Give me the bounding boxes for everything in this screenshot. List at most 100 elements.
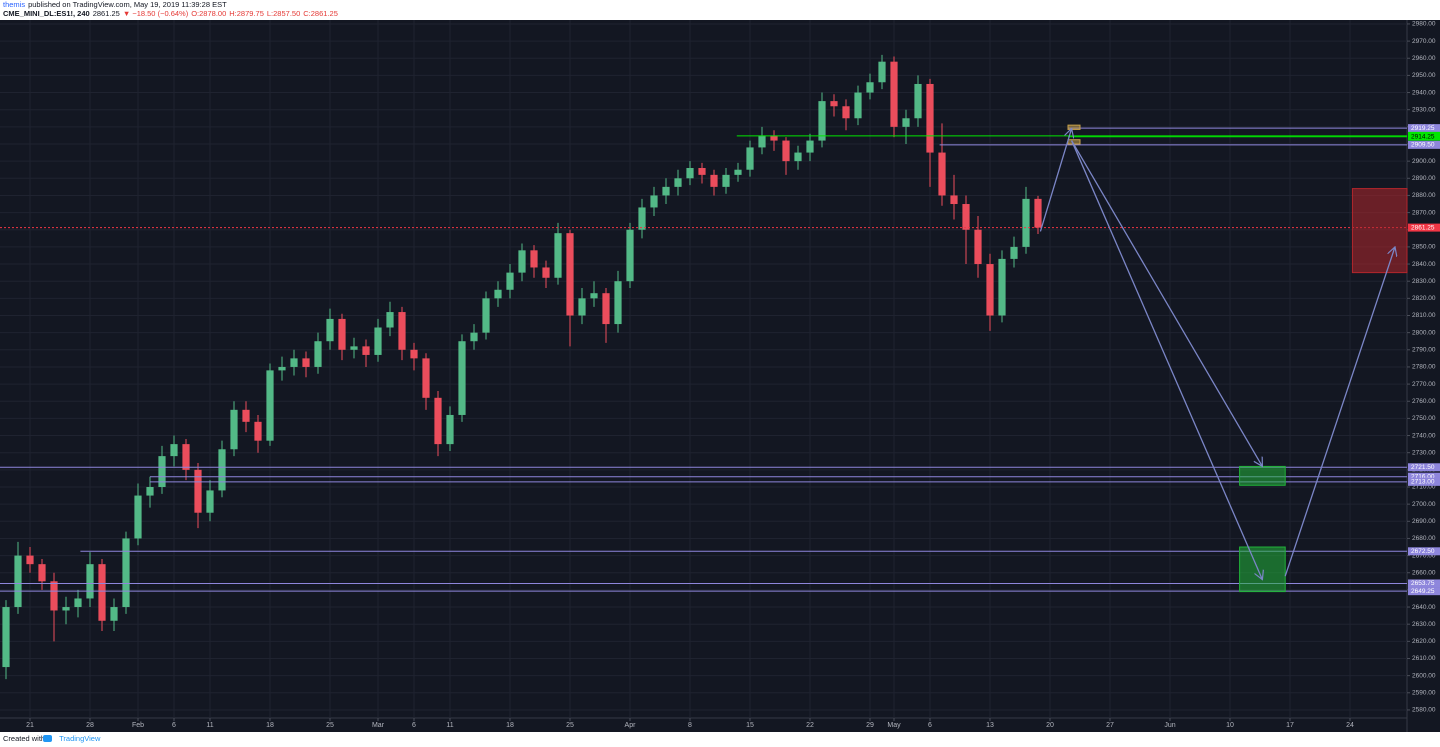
y-tick-label: 2810.00 xyxy=(1412,312,1436,319)
candle-body xyxy=(950,195,958,205)
candle-body xyxy=(710,174,718,187)
candle-body xyxy=(842,106,850,119)
x-tick-label: 6 xyxy=(928,722,932,729)
ohlc-high: H:2879.75 xyxy=(229,9,264,18)
candle-body xyxy=(854,92,862,119)
y-tick-label: 2930.00 xyxy=(1412,106,1436,113)
target-box xyxy=(1351,188,1408,274)
candle-body xyxy=(182,444,190,470)
brand-logo xyxy=(43,735,52,742)
candle-body xyxy=(434,397,442,445)
candle-body xyxy=(398,312,406,350)
y-tick-label: 2790.00 xyxy=(1412,347,1436,354)
y-tick-label: 2800.00 xyxy=(1412,329,1436,336)
y-tick-label: 2870.00 xyxy=(1412,209,1436,216)
x-tick-label: 22 xyxy=(806,722,814,729)
candle-body xyxy=(734,169,742,175)
candle-body xyxy=(242,409,250,422)
candle-body xyxy=(482,298,490,333)
candle-body xyxy=(254,421,262,441)
footer: Created with TradingView xyxy=(3,734,101,743)
y-tick-label: 2580.00 xyxy=(1412,707,1436,714)
price-label-bg xyxy=(1408,472,1440,481)
candle-body xyxy=(794,152,802,162)
candle-body xyxy=(530,250,538,268)
candle-body xyxy=(902,118,910,127)
candle-body xyxy=(698,168,706,175)
x-tick-label: May xyxy=(887,722,901,729)
price-label-bg xyxy=(1408,140,1440,149)
x-tick-label: 21 xyxy=(26,722,34,729)
price-label-bg xyxy=(1408,463,1440,472)
projection-arrow xyxy=(1071,140,1263,467)
y-tick-label: 2590.00 xyxy=(1412,690,1436,697)
x-tick-label: 11 xyxy=(206,722,213,729)
y-tick-label: 2890.00 xyxy=(1412,175,1436,182)
candle-body xyxy=(1010,246,1018,259)
candle-body xyxy=(506,272,514,290)
x-tick-label: 28 xyxy=(86,722,94,729)
target-box xyxy=(1239,546,1286,593)
price-label-bg xyxy=(1408,579,1440,588)
target-box xyxy=(1239,465,1286,486)
candle-body xyxy=(290,358,298,367)
candle-body xyxy=(446,414,454,445)
last-price: 2861.25 xyxy=(93,9,120,18)
axes: 2580.00 2590.00 2600.00 2610.00 2620.00 2630.… xyxy=(26,21,1440,729)
candle-body xyxy=(326,318,334,342)
candle-body xyxy=(890,61,898,127)
candle-body xyxy=(458,341,466,415)
price-label: 2713.00 xyxy=(1411,479,1435,486)
candle-body xyxy=(782,140,790,162)
candle-body xyxy=(230,409,238,450)
candle-body xyxy=(830,101,838,107)
candle-body xyxy=(422,358,430,398)
price-label: 2653.75 xyxy=(1411,580,1435,587)
y-tick-label: 2900.00 xyxy=(1412,158,1436,165)
y-tick-label: 2850.00 xyxy=(1412,244,1436,251)
candle-body xyxy=(518,250,526,273)
y-tick-label: 2830.00 xyxy=(1412,278,1436,285)
y-tick-label: 2840.00 xyxy=(1412,261,1436,268)
x-tick-label: 18 xyxy=(266,722,274,729)
candle-body xyxy=(1022,198,1030,247)
price-label-bg xyxy=(1408,587,1440,596)
candle-body xyxy=(626,229,634,282)
chart-background xyxy=(0,20,1440,732)
candle-body xyxy=(74,598,82,608)
y-tick-label: 2970.00 xyxy=(1412,38,1436,45)
symbol: CME_MINI_DL:ES1!, 240 xyxy=(3,9,90,18)
change: ▼ −18.50 (−0.64%) xyxy=(123,9,189,18)
candle-body xyxy=(218,449,226,491)
candle-body xyxy=(158,456,166,487)
candle-body xyxy=(170,444,178,457)
candle-body xyxy=(278,366,286,371)
brand[interactable]: TradingView xyxy=(59,734,101,743)
x-tick-label: 6 xyxy=(172,722,176,729)
projection-arrow xyxy=(1039,129,1071,232)
y-tick-label: 2730.00 xyxy=(1412,449,1436,456)
y-tick-label: 2820.00 xyxy=(1412,295,1436,302)
x-tick-label: Mar xyxy=(372,722,385,729)
ohlc-close: C:2861.25 xyxy=(303,9,338,18)
x-tick-label: 10 xyxy=(1226,722,1234,729)
candle-body xyxy=(266,370,274,441)
x-tick-label: 6 xyxy=(412,722,416,729)
price-label: 2914.25 xyxy=(1411,133,1435,140)
author[interactable]: themis xyxy=(3,0,25,9)
candle-body xyxy=(974,229,982,265)
y-tick-label: 2660.00 xyxy=(1412,569,1436,576)
candle-body xyxy=(146,486,154,496)
x-tick-label: 27 xyxy=(1106,722,1114,729)
x-tick-label: 24 xyxy=(1346,722,1354,729)
price-label: 2672.50 xyxy=(1411,548,1435,555)
candle-body xyxy=(338,318,346,350)
candle-body xyxy=(350,346,358,350)
y-tick-label: 2630.00 xyxy=(1412,621,1436,628)
candle-body xyxy=(638,207,646,230)
price-label-bg xyxy=(1408,547,1440,556)
x-tick-label: Apr xyxy=(625,722,637,729)
created-with: Created with xyxy=(3,734,45,743)
price-label-bg xyxy=(1408,477,1440,486)
